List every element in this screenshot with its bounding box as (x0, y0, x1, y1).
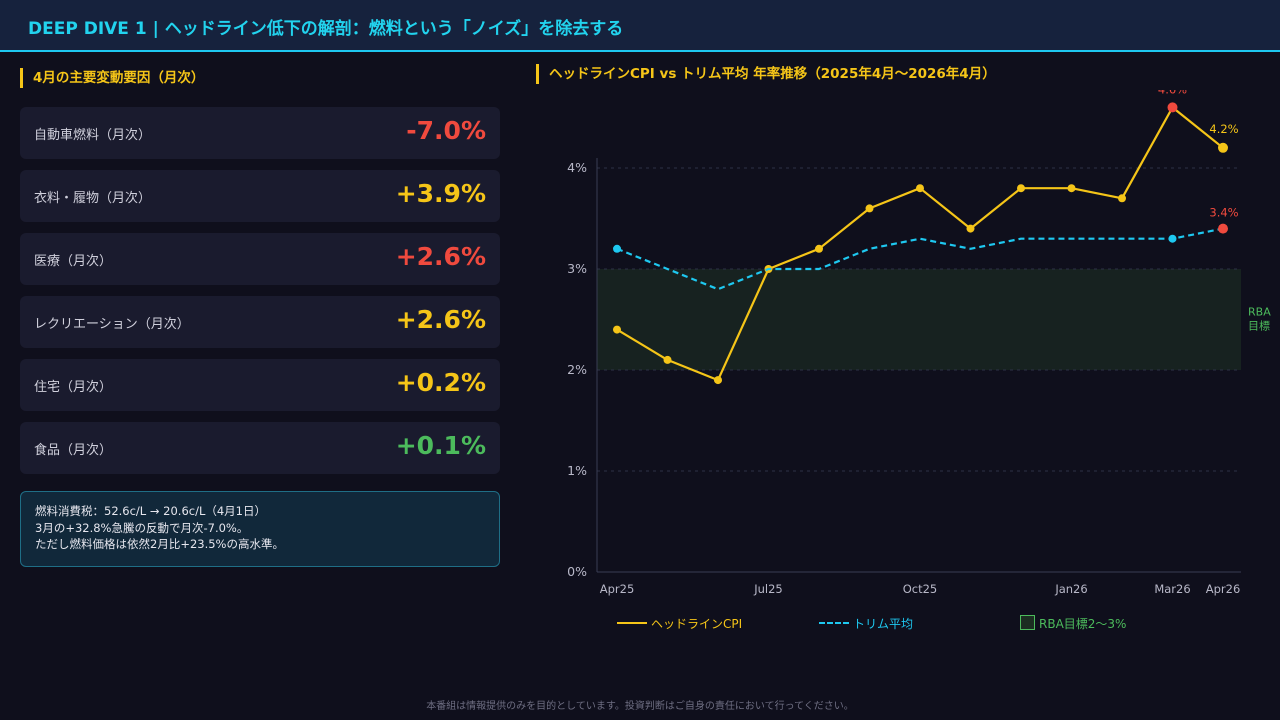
x-tick-label: Mar26 (1154, 582, 1190, 596)
band-label: RBA (1248, 306, 1271, 319)
fuel-tax-note: 燃料消費税：52.6c/L → 20.6c/L（4月1日） 3月の+32.8%急… (20, 491, 500, 567)
factor-label: 医療（月次） (34, 254, 113, 269)
headline-point (663, 355, 672, 364)
factor-value: -7.0% (406, 116, 486, 145)
headline-point (1118, 194, 1126, 203)
factor-value: +3.9% (395, 179, 486, 208)
note-line: ただし燃料価格は依然2月比+23.5%の高水準。 (35, 537, 284, 551)
legend-label: トリム平均 (853, 617, 914, 631)
factor-card-housing: 住宅（月次） +0.2% (20, 359, 500, 411)
y-tick-label: 0% (567, 564, 587, 579)
headline-point (815, 244, 823, 253)
y-tick-label: 3% (567, 261, 587, 276)
factor-label: 食品（月次） (34, 443, 113, 458)
y-tick-label: 4% (567, 160, 587, 175)
headline-point (1218, 142, 1228, 153)
trimmed-point (613, 244, 621, 253)
factor-value: +0.2% (395, 368, 486, 397)
trimmed-mean-line (616, 227, 1224, 291)
legend-label: ヘッドラインCPI (651, 617, 743, 631)
header-bar: DEEP DIVE 1 | ヘッドライン低下の解剖：燃料という「ノイズ」を除去す… (0, 0, 1280, 52)
factor-label: 住宅（月次） (34, 380, 113, 395)
note-line: 燃料消費税：52.6c/L → 20.6c/L（4月1日） (35, 504, 266, 518)
trimmed-point (1168, 234, 1177, 243)
factor-card-recreation: レクリエーション（月次） +2.6% (20, 296, 500, 348)
x-tick-label: Jul25 (753, 582, 783, 596)
band-label: 目標 (1248, 319, 1270, 333)
legend-swatch-dashed (819, 622, 849, 624)
x-tick-label: Apr26 (1206, 582, 1241, 596)
note-line: 3月の+32.8%急騰の反動で月次-7.0%。 (35, 520, 249, 535)
factor-label: 自動車燃料（月次） (34, 128, 152, 143)
headline-point (966, 224, 975, 233)
annotation-trimmed-latest: 3.4% (1209, 206, 1238, 220)
x-tick-label: Oct25 (903, 582, 938, 596)
chart-section-title: ヘッドラインCPI vs トリム平均 年率推移（2025年4月〜2026年4月） (536, 64, 996, 84)
factor-value: +2.6% (395, 242, 486, 271)
annotation-headline-latest: 4.2% (1209, 122, 1238, 136)
annotation-peak: 4.6% (1158, 90, 1187, 96)
factor-card-fuel: 自動車燃料（月次） -7.0% (20, 107, 500, 159)
page-title: DEEP DIVE 1 | ヘッドライン低下の解剖：燃料という「ノイズ」を除去す… (28, 19, 624, 39)
y-tick-label: 2% (567, 362, 587, 377)
legend-swatch-solid (617, 622, 647, 624)
cpi-line-chart: RBA目標 0% 1% 2% 3% 4% Apr25 Jul25 Oct25 Jan26 Mar26… (567, 90, 1271, 596)
headline-point (865, 204, 874, 213)
factor-card-medical: 医療（月次） +2.6% (20, 233, 500, 285)
y-tick-label: 1% (567, 463, 587, 478)
trimmed-point (1218, 223, 1228, 234)
headline-point (1067, 184, 1076, 193)
factor-label: レクリエーション（月次） (34, 317, 190, 332)
factor-card-food: 食品（月次） +0.1% (20, 422, 500, 474)
disclaimer: 本番組は情報提供のみを目的としています。投資判断はご自身の責任において行ってくだ… (426, 701, 854, 712)
x-tick-label: Jan26 (1054, 582, 1087, 596)
factor-value: +2.6% (395, 305, 486, 334)
legend-swatch-box (1020, 615, 1035, 630)
headline-point (916, 184, 924, 193)
factor-label: 衣料・履物（月次） (34, 191, 152, 206)
x-tick-label: Apr25 (600, 582, 635, 596)
headline-point (1017, 184, 1025, 193)
headline-point (714, 376, 722, 385)
legend-label: RBA目標2〜3% (1039, 617, 1127, 631)
headline-point (613, 325, 621, 334)
rba-target-band (597, 269, 1241, 370)
factors-section-title: 4月の主要変動要因（月次） (20, 68, 204, 88)
factor-value: +0.1% (395, 431, 486, 460)
headline-point (1167, 102, 1178, 113)
factor-card-clothing: 衣料・履物（月次） +3.9% (20, 170, 500, 222)
